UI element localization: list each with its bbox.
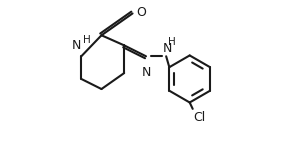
Text: N: N xyxy=(163,42,172,55)
Text: H: H xyxy=(83,34,91,45)
Text: O: O xyxy=(136,6,146,19)
Text: N: N xyxy=(72,39,81,52)
Text: N: N xyxy=(142,66,151,78)
Text: H: H xyxy=(168,37,175,47)
Text: Cl: Cl xyxy=(194,111,206,123)
